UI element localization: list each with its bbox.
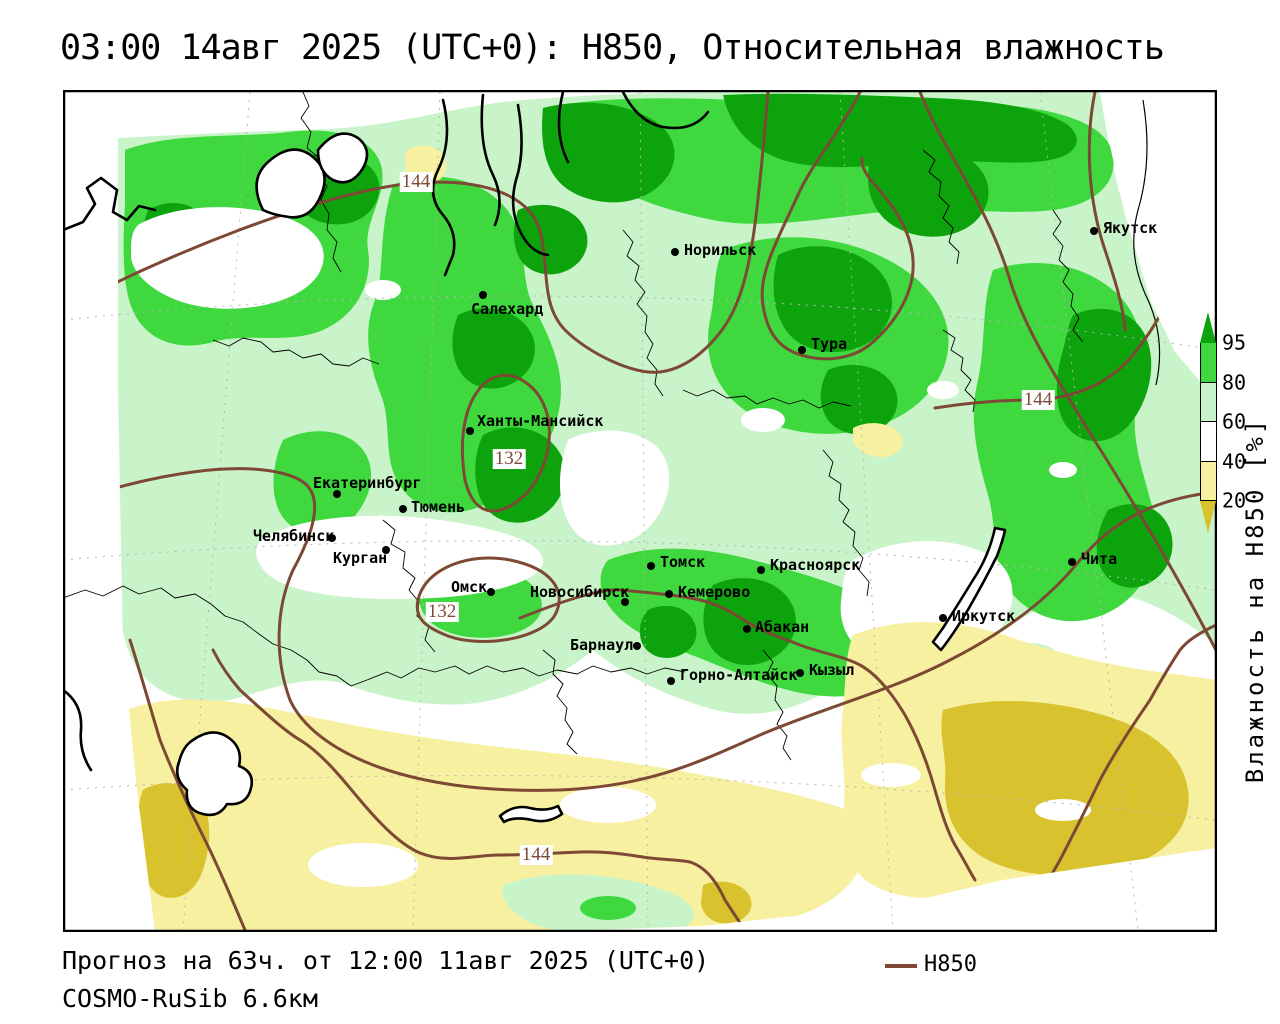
contour-value-label: 132 (492, 448, 526, 470)
city-label: Красноярск (770, 556, 861, 574)
contour-value-label: 144 (399, 171, 433, 193)
map-canvas (63, 90, 1217, 932)
city-dot (671, 248, 679, 256)
city-label: Ханты-Мансийск (477, 412, 604, 430)
humidity-field (118, 92, 1216, 931)
model-info: COSMO-RuSib 6.6км (62, 984, 318, 1013)
colorbar-tick: 95 (1222, 330, 1247, 355)
city-label: Екатеринбург (313, 474, 422, 492)
city-label: Абакан (755, 618, 810, 636)
city-label: Омск (451, 578, 488, 596)
city-label: Норильск (684, 241, 757, 259)
colorbar-label: Влажность на H850 [%] (1241, 416, 1269, 784)
contour-value-label: 144 (519, 844, 553, 866)
coastlines (63, 90, 1007, 824)
graticule (63, 91, 1217, 931)
city-dot (466, 427, 474, 435)
city-label: Иркутск (952, 607, 1016, 625)
city-dot (382, 546, 390, 554)
city-dot (633, 642, 641, 650)
city-dot (333, 490, 341, 498)
forecast-info: Прогноз на 63ч. от 12:00 11авг 2025 (UTC… (62, 946, 710, 975)
city-dot (798, 346, 806, 354)
city-label: Барнаул (570, 636, 634, 654)
aral-sea (175, 731, 254, 817)
city-dot (399, 505, 407, 513)
city-dot (1068, 558, 1076, 566)
colorbar-segment (1200, 343, 1217, 383)
city-label: Салехард (471, 300, 544, 318)
colorbar-segment (1200, 422, 1217, 462)
page-title: 03:00 14авг 2025 (UTC+0): H850, Относите… (60, 28, 1165, 68)
city-label: Якутск (1103, 219, 1158, 237)
city-dot (667, 677, 675, 685)
lake-baikal (931, 526, 1007, 652)
colorbar-tick: 80 (1222, 370, 1247, 395)
lake-balkhash (498, 804, 564, 824)
city-dot (757, 566, 765, 574)
h850-legend-line (885, 964, 917, 968)
city-dot (665, 590, 673, 598)
colorbar-segment (1200, 382, 1217, 422)
city-label: Тура (811, 335, 848, 353)
h850-legend-label: H850 (924, 952, 977, 977)
city-label: Чита (1081, 550, 1118, 568)
city-label: Курган (333, 549, 388, 567)
city-label: Горно-Алтайск (680, 666, 798, 684)
city-dot (479, 291, 487, 299)
colorbar-tick: 60 (1222, 409, 1247, 434)
city-label: Томск (660, 553, 706, 571)
contour-value-label: 144 (1021, 389, 1055, 411)
city-label: Челябинск (253, 527, 335, 545)
city-label: Новосибирск (530, 583, 630, 601)
colorbar-arrow-bottom (1200, 501, 1216, 533)
city-dot (621, 598, 629, 606)
city-dot (939, 614, 947, 622)
colorbar-arrow-top (1200, 312, 1216, 343)
colorbar-segment (1200, 461, 1217, 501)
city-dot (647, 562, 655, 570)
city-label: Тюмень (411, 498, 466, 516)
map-frame (63, 90, 1217, 932)
city-dot (487, 588, 495, 596)
contour-value-label: 132 (425, 601, 459, 623)
city-dot (328, 534, 336, 542)
colorbar-tick: 20 (1222, 488, 1247, 513)
map-svg (63, 90, 1217, 932)
city-dot (1090, 227, 1098, 235)
colorbar (1200, 312, 1217, 533)
city-label: Кызыл (809, 661, 855, 679)
colorbar-label-box: Влажность на H850 [%] (1238, 330, 1272, 870)
colorbar-tick: 40 (1222, 449, 1247, 474)
city-dot (796, 669, 804, 677)
city-label: Кемерово (678, 583, 751, 601)
admin-borders (63, 91, 1161, 761)
city-dot (743, 625, 751, 633)
